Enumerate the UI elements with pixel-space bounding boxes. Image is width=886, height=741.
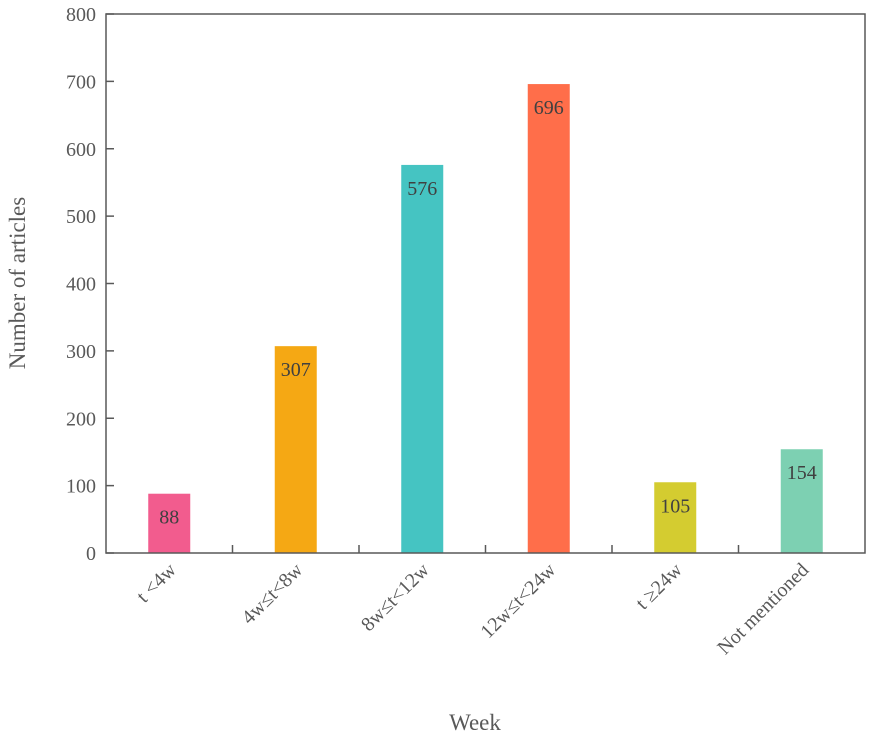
data-label: 696 bbox=[534, 97, 564, 119]
bar bbox=[780, 449, 823, 553]
plot-frame bbox=[105, 13, 866, 554]
x-tick-label: t <4w bbox=[133, 559, 182, 608]
bar bbox=[401, 164, 444, 554]
y-tick-label: 100 bbox=[66, 476, 96, 498]
y-tick-label: 0 bbox=[86, 543, 96, 565]
y-tick-label: 700 bbox=[66, 71, 96, 93]
data-label: 576 bbox=[407, 178, 437, 200]
x-tick-label: 12w≤t<24w bbox=[476, 559, 560, 643]
y-axis: 0 100 200 300 400 500 600 700 800 bbox=[66, 4, 114, 565]
bar bbox=[148, 493, 191, 553]
bar bbox=[527, 84, 570, 553]
y-tick-label: 400 bbox=[66, 274, 96, 296]
bar bbox=[274, 346, 317, 553]
x-tick-label: 4w≤t<8w bbox=[237, 559, 307, 629]
x-tick-label: 8w≤t<12w bbox=[357, 559, 434, 636]
data-label: 307 bbox=[281, 359, 311, 381]
x-tick-label: Not mentioned bbox=[713, 559, 813, 659]
x-axis-title: Week bbox=[449, 710, 501, 735]
data-label: 88 bbox=[159, 507, 179, 529]
y-tick-label: 600 bbox=[66, 139, 96, 161]
y-tick-label: 800 bbox=[66, 4, 96, 26]
y-tick-label: 500 bbox=[66, 206, 96, 228]
y-tick-label: 300 bbox=[66, 341, 96, 363]
data-label: 105 bbox=[660, 495, 690, 517]
y-axis-title: Number of articles bbox=[5, 197, 30, 369]
x-tick-label: t ≥24w bbox=[632, 559, 688, 615]
bar bbox=[654, 482, 697, 553]
bars: 88 307 576 696 105 154 bbox=[148, 84, 823, 554]
data-label: 154 bbox=[787, 462, 817, 484]
y-tick-label: 200 bbox=[66, 408, 96, 430]
x-axis: t <4w 4w≤t<8w 8w≤t<12w 12w≤t<24w t ≥24w Not m… bbox=[133, 545, 813, 659]
